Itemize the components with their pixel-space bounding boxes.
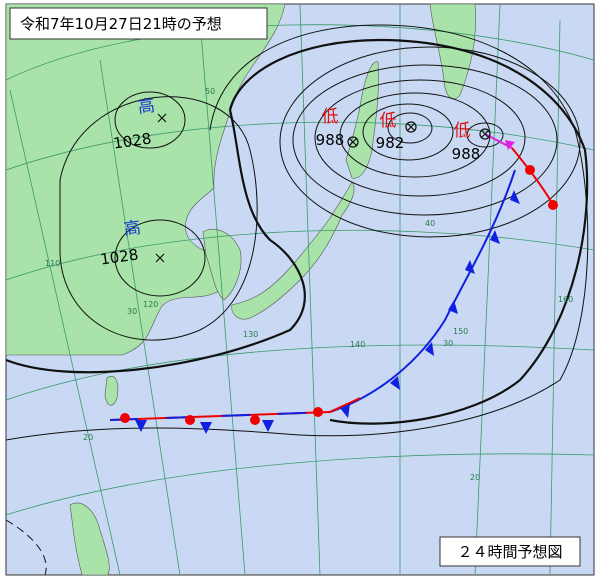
isobars (5, 24, 589, 576)
center-symbols (155, 113, 491, 263)
footer-label: ２４時間予想図 (457, 543, 562, 561)
grid-label: 30 (127, 307, 137, 316)
grid-label: 150 (453, 327, 468, 336)
grid-label: 50 (205, 87, 215, 96)
title-box (9, 7, 268, 40)
title: 令和7年10月27日21時の予想 (20, 15, 222, 33)
grid-label: 20 (470, 473, 480, 482)
system-pressure: 1028 (99, 245, 139, 268)
grid-label: 30 (443, 339, 453, 348)
fronts (109, 133, 558, 434)
system-pressure: 988 (452, 145, 481, 163)
grid-label: 20 (83, 433, 93, 442)
system-kind: 低 (322, 107, 339, 127)
system-kind: 低 (380, 111, 397, 131)
system-kind: 高 (122, 218, 142, 240)
footer-box (439, 536, 581, 567)
lat-lon-grid (5, 3, 595, 576)
grid-label: 110 (45, 259, 60, 268)
system-pressure: 982 (376, 134, 405, 152)
grid-label: 140 (350, 340, 365, 349)
system-pressure: 1028 (112, 129, 152, 152)
grid-label: 130 (243, 330, 258, 339)
grid-label: 160 (558, 295, 573, 304)
grid-label: 120 (143, 300, 158, 309)
system-kind: 高 (136, 96, 156, 118)
system-kind: 低 (454, 121, 471, 141)
system-pressure: 988 (316, 131, 345, 149)
land (5, 3, 476, 576)
grid-label: 40 (425, 219, 435, 228)
